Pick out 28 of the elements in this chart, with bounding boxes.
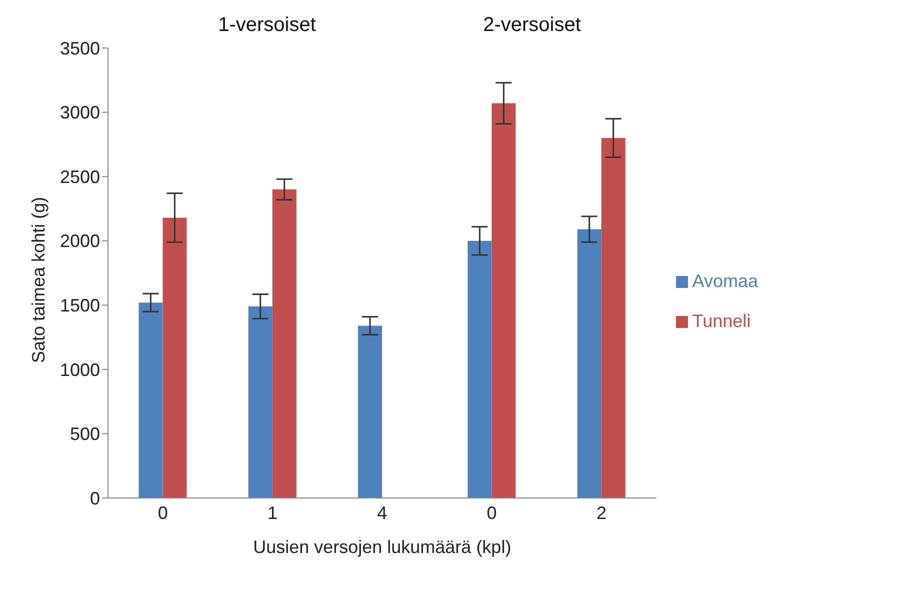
legend-label: Avomaa xyxy=(692,270,758,290)
x-axis-title: Uusien versojen lukumäärä (kpl) xyxy=(253,537,512,557)
x-tick-label: 1 xyxy=(267,502,278,523)
y-tick-label: 2500 xyxy=(60,166,100,187)
y-axis-title: Sato taimea kohti (g) xyxy=(28,196,48,363)
x-tick-label: 0 xyxy=(486,502,497,523)
y-tick-label: 500 xyxy=(70,424,100,444)
bar xyxy=(138,302,163,498)
legend-label: Tunneli xyxy=(692,310,751,330)
y-tick-label: 1500 xyxy=(60,296,100,316)
text: 2-versoiset xyxy=(483,14,581,37)
y-tick-label: 0 xyxy=(90,488,100,508)
bar xyxy=(358,326,382,498)
y-tick-label: 1000 xyxy=(60,360,100,380)
bar xyxy=(468,240,492,498)
bar xyxy=(162,218,187,498)
text: 1-versoiset xyxy=(218,14,316,37)
bar xyxy=(577,229,602,498)
x-tick-label: 2 xyxy=(596,502,606,523)
y-tick-label: 3500 xyxy=(60,38,100,58)
y-tick-label: 2000 xyxy=(60,231,100,252)
bar xyxy=(492,103,516,498)
y-tick-label: 3000 xyxy=(60,102,100,123)
bar xyxy=(272,189,296,498)
x-tick-label: 0 xyxy=(158,502,168,523)
bar xyxy=(601,138,626,498)
bar xyxy=(248,306,272,498)
x-tick-label: 4 xyxy=(377,502,388,523)
